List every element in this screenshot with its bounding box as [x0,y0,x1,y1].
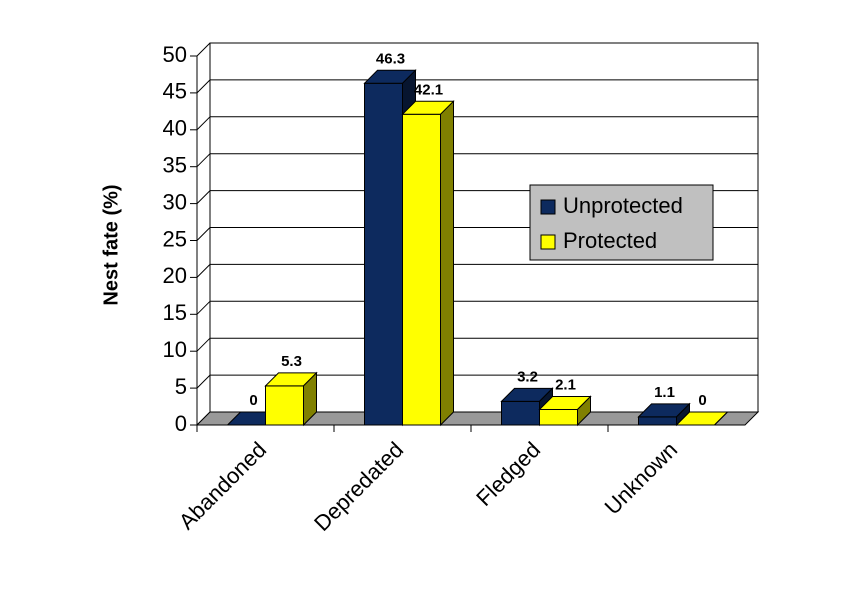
value-label: 2.1 [555,376,576,393]
bar-side [714,411,728,426]
bar [501,400,540,426]
legend-box [529,184,714,261]
grid-line-side [196,227,211,241]
x-tick-label: Depredated [309,437,408,536]
value-label: 1.1 [654,384,675,401]
y-tick-label: 45 [163,79,187,104]
x-tick-label: Fledged [471,437,545,511]
y-tick-label: 25 [163,226,187,251]
bar [364,82,403,426]
grid-line-side [196,79,211,94]
value-label: 5.3 [281,353,302,370]
y-tick-label: 10 [163,337,187,362]
value-label: 0 [698,392,706,409]
legend-swatch [540,199,556,215]
bar [539,409,578,426]
value-label: 3.2 [517,368,538,385]
y-tick-label: 20 [163,263,187,288]
bar-side [577,395,591,427]
bar [638,416,677,426]
bar-side [303,371,317,427]
legend-swatch [540,234,556,250]
y-tick-label: 0 [175,411,187,436]
grid-line-side [196,190,211,204]
value-label: 46.3 [376,50,405,67]
y-tick-label: 50 [163,42,187,67]
legend: Unprotected Protected [529,184,714,261]
bar [402,113,441,426]
legend-label: Unprotected [563,193,683,218]
grid-line-side [196,116,211,131]
bar [265,385,304,426]
y-tick-label: 35 [163,153,187,178]
legend-label: Protected [563,228,657,253]
grid-line-side [196,42,211,57]
value-label: 42.1 [414,81,443,98]
y-tick-label: 30 [163,189,187,214]
grid-line-side [196,337,211,352]
grid-line-side [196,264,211,278]
grid-line-side [196,374,211,389]
bar-side [440,100,454,427]
y-tick-label: 40 [163,116,187,141]
x-tick-label: Abandoned [174,437,271,534]
grid-line-side [196,300,211,315]
grid-line-side [196,153,211,168]
y-tick-label: 5 [175,374,187,399]
y-axis-label: Nest fate (%) [100,184,122,305]
value-label: 0 [249,392,257,409]
x-tick-label: Unknown [600,437,683,520]
y-tick-label: 15 [163,300,187,325]
